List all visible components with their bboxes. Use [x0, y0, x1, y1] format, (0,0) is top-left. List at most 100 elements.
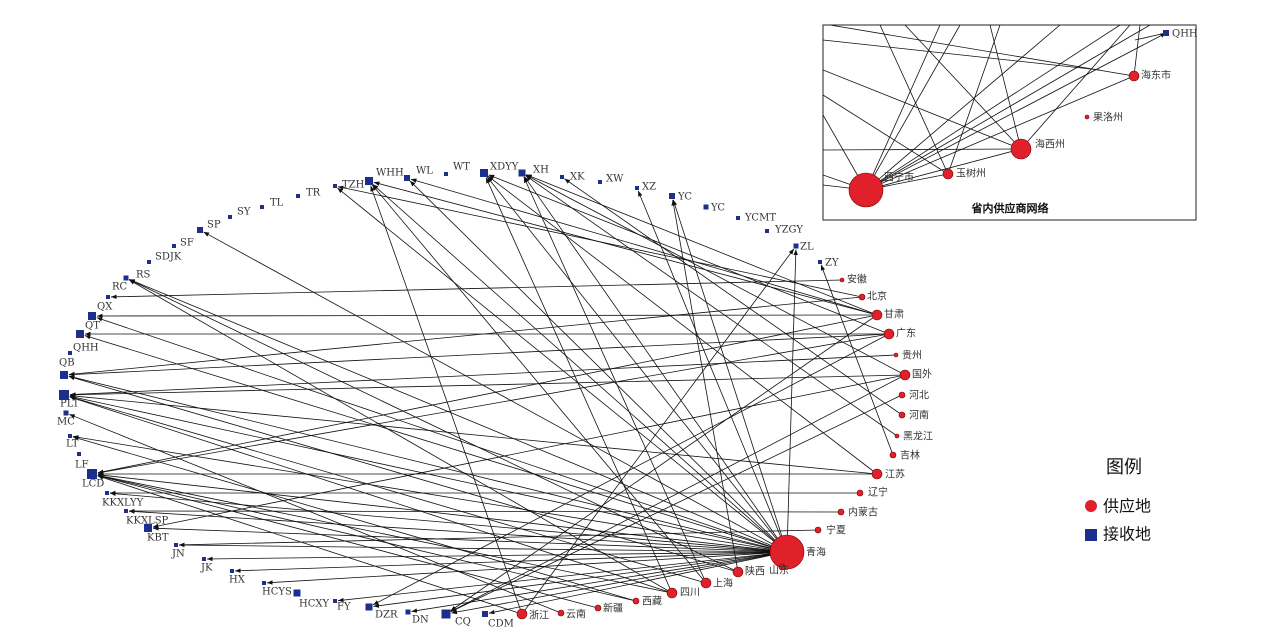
- supplier-node: [893, 352, 899, 358]
- supplier-label: 浙江: [529, 610, 549, 622]
- edge: [865, 25, 941, 191]
- receiver-node: [598, 180, 602, 184]
- legend-swatch: [1085, 529, 1097, 541]
- receiver-node: [404, 175, 410, 181]
- receiver-label: SDJK: [155, 252, 182, 263]
- supplier-node: [516, 608, 528, 620]
- edge: [823, 148, 1022, 151]
- receiver-label: TR: [306, 188, 321, 199]
- edge: [904, 25, 1022, 150]
- edge: [84, 334, 788, 553]
- receiver-label: XW: [606, 174, 624, 185]
- edge: [69, 354, 897, 397]
- supplier-node: [898, 411, 906, 419]
- edge: [820, 264, 894, 456]
- inset-node-label: 海东市: [1141, 69, 1171, 82]
- edge: [178, 529, 819, 548]
- edge: [97, 474, 673, 594]
- supplier-label: 内蒙古: [848, 506, 878, 519]
- edge: [523, 176, 707, 584]
- edge: [337, 551, 788, 603]
- receiver-node: [793, 243, 799, 249]
- legend-label: 接收地: [1103, 525, 1151, 544]
- supplier-node: [732, 566, 744, 578]
- supplier-label: 河北: [909, 390, 929, 402]
- receiver-node: [262, 581, 266, 585]
- receiver-label: HCYS: [262, 587, 292, 598]
- receiver-label: WL: [416, 166, 433, 177]
- receiver-node: [87, 469, 97, 479]
- inset-node-label: 玉树州: [956, 167, 986, 180]
- receiver-label: LCD: [82, 479, 104, 490]
- supplier-label: 河南: [909, 409, 929, 422]
- supplier-label: 贵州: [902, 349, 922, 362]
- edge: [526, 174, 878, 316]
- supplier-node: [898, 391, 906, 399]
- receiver-node: [59, 390, 69, 400]
- supplier-node: [858, 293, 866, 301]
- receiver-label: KBT: [147, 533, 169, 544]
- receiver-node: [482, 611, 488, 617]
- receiver-label: XH: [533, 165, 549, 176]
- supplier-node: [778, 563, 786, 571]
- supplier-node: [666, 587, 678, 599]
- supplier-label: 黑龙江: [903, 430, 933, 443]
- receiver-label: KKXLYY: [102, 498, 144, 509]
- supplier-node: [899, 369, 911, 381]
- receiver-label: QT: [85, 321, 100, 332]
- receiver-label: LF: [75, 460, 89, 471]
- edge: [69, 396, 707, 584]
- inset-node-label: QHH: [1172, 29, 1198, 40]
- edge: [373, 181, 878, 316]
- receiver-node: [480, 169, 488, 177]
- receiver-label: KKXLSP: [126, 516, 169, 527]
- receiver-label: RC: [112, 282, 128, 293]
- receiver-label: TZH: [342, 180, 365, 191]
- edge: [128, 279, 739, 573]
- edge: [637, 190, 788, 553]
- edge: [72, 435, 788, 553]
- edge: [786, 249, 798, 553]
- receiver-node: [197, 227, 203, 233]
- edge: [450, 394, 903, 612]
- receiver-node: [293, 589, 301, 597]
- receiver-node: [818, 260, 822, 264]
- receiver-label: ZL: [800, 242, 814, 253]
- edge: [411, 551, 788, 613]
- edge: [450, 314, 878, 612]
- edge: [97, 333, 890, 475]
- receiver-node: [106, 295, 110, 299]
- receiver-label: WHH: [376, 168, 404, 179]
- receiver-node: [635, 186, 639, 190]
- edge: [485, 177, 673, 594]
- supplier-node: [1084, 114, 1090, 120]
- supplier-node: [594, 604, 602, 612]
- inset-title: 省内供应商网络: [971, 201, 1049, 215]
- edge: [947, 25, 1001, 175]
- edge: [128, 508, 842, 514]
- edge: [68, 296, 863, 377]
- receiver-node: [333, 184, 337, 188]
- supplier-label: 甘肃: [884, 308, 904, 321]
- supplier-label: 云南: [566, 608, 586, 621]
- receiver-node: [105, 491, 109, 495]
- receiver-label: PLT: [60, 399, 80, 410]
- edge: [486, 176, 788, 553]
- receiver-node: [444, 172, 448, 176]
- receiver-node: [77, 452, 81, 456]
- receiver-label: CQ: [455, 617, 471, 628]
- supplier-label: 国外: [912, 369, 932, 381]
- supplier-label: 北京: [867, 290, 887, 303]
- receiver-node: [68, 351, 72, 355]
- supplier-label: 西藏: [642, 596, 662, 608]
- receiver-label: YC: [677, 192, 692, 203]
- supplier-node: [557, 609, 565, 617]
- edge: [829, 25, 1135, 77]
- legend-title: 图例: [1106, 457, 1142, 478]
- receiver-node: [230, 569, 234, 573]
- supplier-node: [769, 534, 805, 570]
- receiver-label: CDM: [488, 619, 514, 630]
- edge: [865, 25, 1121, 191]
